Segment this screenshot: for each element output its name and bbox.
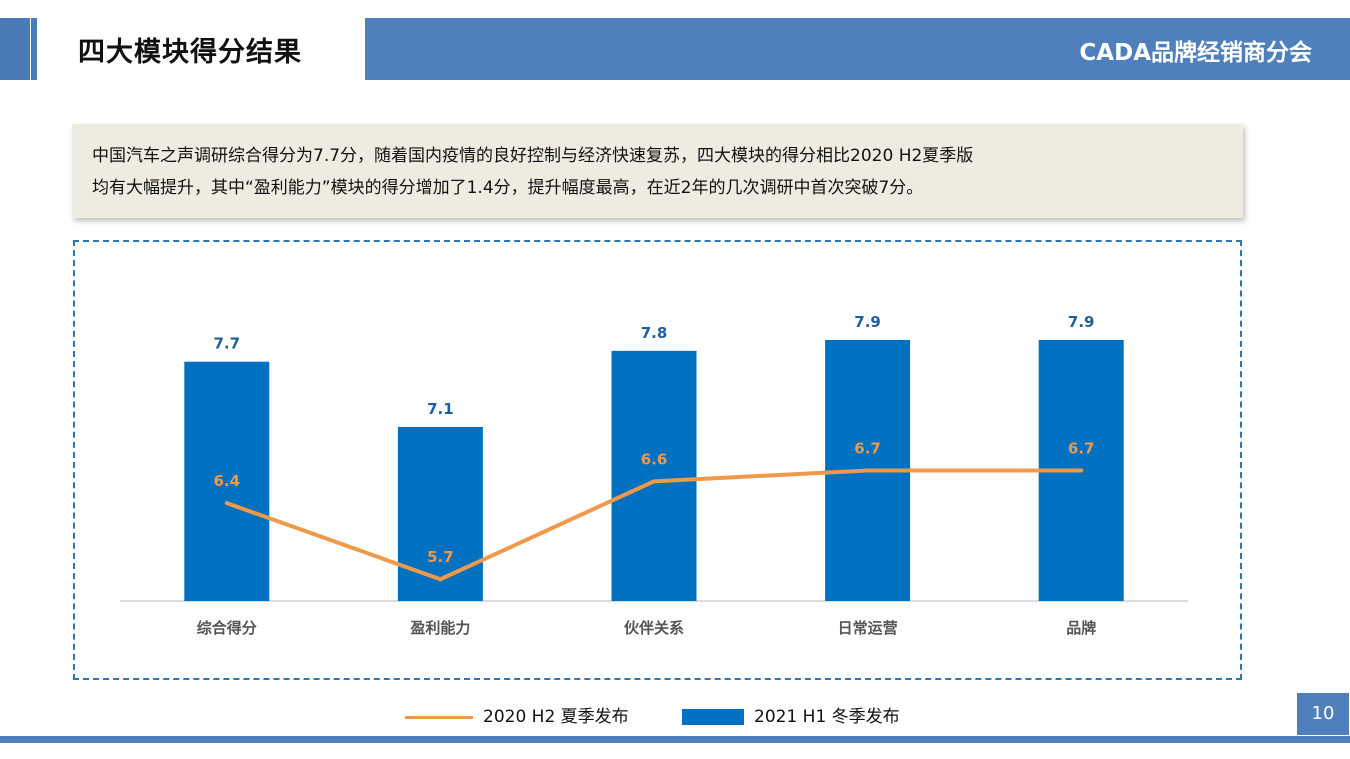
line-point-3 — [652, 479, 656, 484]
brand-name: CADA品牌经销商分会 — [1079, 40, 1312, 66]
x-tick-label: 伙伴关系 — [624, 619, 684, 637]
line-point-2 — [438, 577, 443, 582]
summary-box: 中国汽车之声调研综合得分为7.7分，随着国内疫情的良好控制与经济快速复苏，四大模… — [72, 124, 1243, 218]
bar-value-label: 7.8 — [641, 324, 668, 342]
x-tick-label: 日常运营 — [838, 619, 898, 637]
line-value-label: 6.4 — [214, 472, 241, 490]
line-value-label: 6.6 — [641, 450, 668, 468]
header-banner — [365, 18, 1350, 80]
legend-item-bar: 2021 H1 冬季发布 — [682, 702, 900, 727]
page-title: 四大模块得分结果 — [78, 37, 302, 68]
page-number: 10 — [1297, 693, 1349, 735]
footer-bar — [0, 736, 1350, 743]
legend-item-line: 2020 H2 夏季发布 — [405, 702, 629, 727]
line-value-label: 6.7 — [854, 439, 881, 457]
summary-text: 中国汽车之声调研综合得分为7.7分，随着国内疫情的良好控制与经济快速复苏，四大模… — [92, 140, 1222, 204]
score-chart: 7.7 6.4 综合得分 7.1 5.7 盈利能力 7.8 6.6 伙伴关系 7.9 6.7 日常运营… — [120, 313, 1188, 637]
line-point-1 — [224, 501, 229, 506]
bar-value-label: 7.7 — [214, 335, 241, 353]
bar-value-label: 7.1 — [427, 400, 454, 418]
summary-line-1: 中国汽车之声调研综合得分为7.7分，随着国内疫情的良好控制与经济快速复苏，四大模… — [92, 146, 974, 166]
line-value-label: 6.7 — [1068, 439, 1095, 457]
legend-bar-label: 2021 H1 冬季发布 — [754, 707, 900, 727]
header-title-box — [40, 18, 365, 80]
legend-line-swatch — [405, 715, 473, 719]
bar-value-label: 7.9 — [854, 313, 881, 331]
bar-3 — [611, 350, 697, 601]
legend-bar-swatch — [682, 709, 744, 725]
chart-frame — [73, 240, 1242, 680]
header-accent-stripe — [31, 18, 37, 80]
line-value-label: 5.7 — [427, 548, 454, 566]
legend-line-label: 2020 H2 夏季发布 — [483, 707, 629, 727]
bar-1 — [184, 361, 270, 601]
x-tick-label: 盈利能力 — [409, 619, 470, 637]
bar-value-label: 7.9 — [1068, 313, 1095, 331]
bar-2 — [397, 426, 483, 601]
line-point-5 — [1079, 468, 1084, 473]
x-tick-label: 综合得分 — [197, 619, 257, 637]
x-tick-label: 品牌 — [1066, 619, 1096, 637]
line-point-4 — [865, 468, 870, 473]
header-accent-bar — [0, 18, 30, 80]
summary-line-2: 均有大幅提升，其中“盈利能力”模块的得分增加了1.4分，提升幅度最高，在近2年的… — [92, 178, 924, 198]
